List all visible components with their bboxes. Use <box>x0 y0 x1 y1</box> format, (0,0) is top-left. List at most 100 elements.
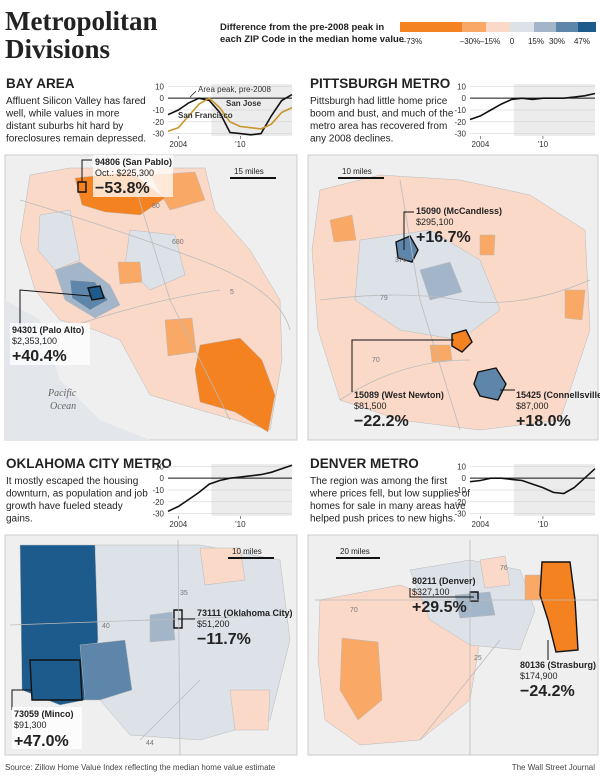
y-tick-label: -20 <box>454 118 466 127</box>
x-tick-label: '10 <box>235 520 246 529</box>
x-tick-label: '10 <box>235 140 246 149</box>
callout-zip: 94301 (Palo Alto) <box>12 325 84 335</box>
route-label: 40 <box>102 623 110 630</box>
legend-label: –15% <box>480 37 500 46</box>
map-label: Ocean <box>50 401 76 412</box>
legend-swatch <box>510 22 534 32</box>
panel-description: well, while values in more <box>5 109 120 120</box>
y-tick-label: -30 <box>152 510 164 519</box>
panel-title: BAY AREA <box>6 76 75 91</box>
legend-swatch <box>578 22 596 32</box>
series-label: San Francisco <box>178 111 233 120</box>
y-tick-label: -30 <box>454 510 466 519</box>
map-bay-area: 15 miles 80 680 5 Pacific Ocean <box>4 154 298 441</box>
scale-label: 10 miles <box>342 167 372 176</box>
panel-description: boom and bust, and much of the <box>310 109 454 120</box>
map-denver: 20 miles 25 70 76 <box>307 534 599 756</box>
callout-zip: 15089 (West Newton) <box>354 390 444 400</box>
line-series <box>469 468 596 495</box>
panel-title: OKLAHOMA CITY METRO <box>6 456 172 471</box>
callout-zip: 73059 (Minco) <box>14 709 74 719</box>
panel-description: where prices fell, but low supplies of <box>309 489 470 500</box>
source: Source: Zillow Home Value Index reflecti… <box>5 763 276 772</box>
callout-zip: 80136 (Strasburg) <box>520 660 596 670</box>
callout-change: −11.7% <box>197 631 251 648</box>
legend-swatch <box>556 22 578 32</box>
y-tick-label: 10 <box>155 82 164 91</box>
series-label: San Jose <box>226 99 262 108</box>
mini-chart: 10 0 -10 -20 -30 2004 '10 <box>454 462 596 529</box>
callout-zip: 94806 (San Pablo) <box>95 157 172 167</box>
callout-zip: 73111 (Oklahoma City) <box>197 608 293 618</box>
x-tick-label: '10 <box>538 520 549 529</box>
x-tick-label: 2004 <box>169 140 187 149</box>
panel-description: any 2008 declines. <box>310 134 393 145</box>
mini-chart: 10 0 -10 -20 -30 2004 '10 <box>152 462 293 529</box>
callout-change: +40.4% <box>12 348 67 365</box>
legend: –73% –30% –15% 0 15% 30% 47% <box>400 22 596 46</box>
credit: The Wall Street Journal <box>512 763 596 772</box>
panel-description: Pittsburgh had little home price <box>310 96 448 107</box>
y-tick-label: -10 <box>152 106 164 115</box>
title: Divisions <box>5 34 110 64</box>
y-tick-label: -10 <box>152 486 164 495</box>
callout-change: +47.0% <box>14 733 69 750</box>
route-label: 44 <box>146 740 154 747</box>
panel-description: metro area has recovered from <box>310 121 447 132</box>
legend-title: each ZIP Code in the median home value <box>220 34 404 45</box>
line-series <box>167 464 293 513</box>
route-label: 76 <box>500 565 508 572</box>
scale-label: 15 miles <box>234 167 264 176</box>
panel-description: gains. <box>6 514 33 525</box>
route-label: 79 <box>380 295 388 302</box>
legend-swatch <box>462 22 486 32</box>
callout-change: +18.0% <box>516 413 571 430</box>
panel-description: Affluent Silicon Valley has fared <box>6 96 146 107</box>
callout-price: $87,000 <box>516 401 549 411</box>
callout-change: −24.2% <box>520 683 575 700</box>
scale-label: 10 miles <box>232 547 262 556</box>
y-tick-label: 0 <box>160 94 165 103</box>
route-label: 376 <box>395 257 407 264</box>
annotation: Area peak, pre-2008 <box>198 85 271 94</box>
scale-label: 20 miles <box>340 547 370 556</box>
callout-zip: 80211 (Denver) <box>412 576 476 586</box>
x-tick-label: 2004 <box>472 520 490 529</box>
line-series <box>469 92 596 121</box>
legend-label: 15% <box>528 37 544 46</box>
x-tick-label: 2004 <box>169 520 187 529</box>
y-tick-label: -10 <box>454 106 466 115</box>
y-tick-label: 0 <box>462 94 467 103</box>
map-pittsburgh: 10 miles 79 376 70 <box>307 154 599 441</box>
callout-price: $81,500 <box>354 401 387 411</box>
legend-swatch <box>400 22 462 32</box>
y-tick-label: -20 <box>454 498 466 507</box>
y-tick-label: -20 <box>152 498 164 507</box>
route-label: 70 <box>372 357 380 364</box>
mini-chart: 10 0 -10 -20 -30 2004 '10 <box>454 82 596 149</box>
callout-price: $295,100 <box>416 217 454 227</box>
y-tick-label: 0 <box>160 474 165 483</box>
callout-price: $2,353,100 <box>12 336 57 346</box>
callout-price: $327,100 <box>412 587 450 597</box>
legend-label: 47% <box>574 37 590 46</box>
route-label: 70 <box>350 607 358 614</box>
mini-chart: 10 0 -10 -20 -30 2004 '10 Area peak, pre-2008 Sa… <box>152 82 293 149</box>
legend-swatch <box>534 22 556 32</box>
line-series <box>167 93 293 136</box>
y-tick-label: -30 <box>152 130 164 139</box>
map-oklahoma-city: 10 miles 40 35 44 <box>4 534 298 756</box>
panel-description: homes for sale in many areas have <box>310 501 466 512</box>
route-label: 680 <box>172 239 184 246</box>
callout-zip: 15090 (McCandless) <box>416 206 502 216</box>
callout-change: −53.8% <box>95 180 150 197</box>
panel-description: downturn, as population and job <box>6 489 148 500</box>
panel-title: PITTSBURGH METRO <box>310 76 450 91</box>
legend-label: 30% <box>549 37 565 46</box>
panel-description: foreclosures remain depressed. <box>6 134 146 145</box>
title: Metropolitan <box>5 6 157 36</box>
y-tick-label: 10 <box>155 462 164 471</box>
panel-description: distant suburbs hit hard by <box>6 121 123 132</box>
legend-title: Difference from the pre-2008 peak in <box>220 22 384 33</box>
